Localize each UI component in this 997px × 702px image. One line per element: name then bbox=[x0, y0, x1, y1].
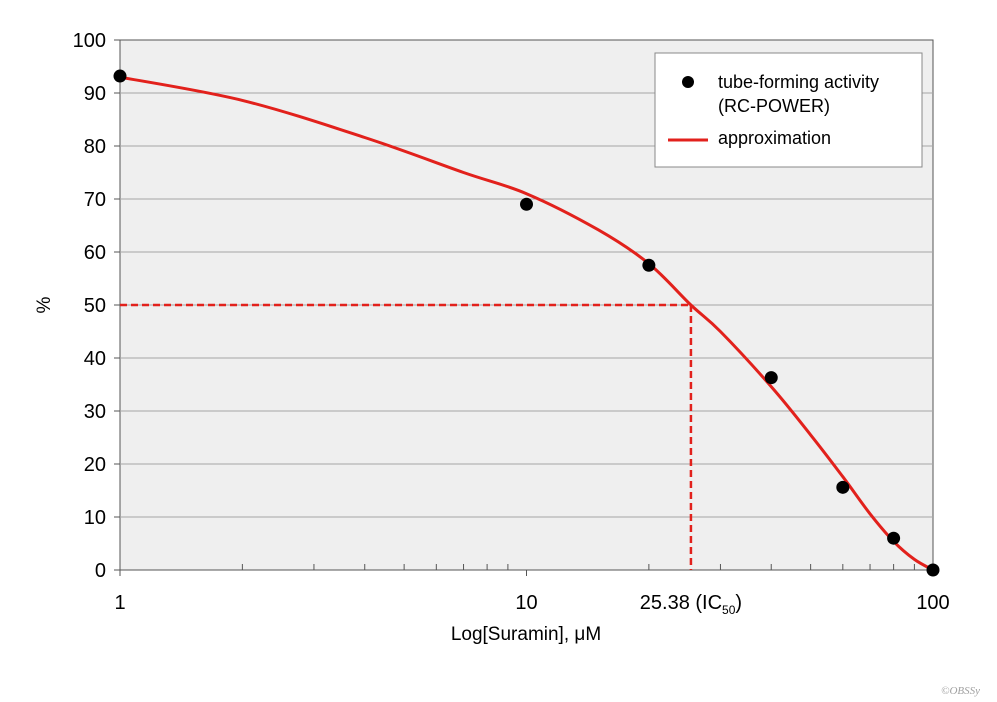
y-tick-label-80: 80 bbox=[84, 136, 106, 158]
data-point-5 bbox=[887, 531, 901, 545]
y-tick-label-90: 90 bbox=[84, 83, 106, 105]
ic50-label-subscript: 50 bbox=[722, 603, 736, 617]
legend-label-rc-power: (RC-POWER) bbox=[718, 96, 830, 116]
x-minor-ticks bbox=[241, 564, 915, 570]
x-axis: 1 10 100 bbox=[114, 570, 950, 614]
y-tick-label-50: 50 bbox=[84, 295, 106, 317]
legend-marker-tube-forming bbox=[682, 76, 694, 88]
legend-label-tube-forming: tube-forming activity bbox=[718, 72, 879, 92]
y-tick-label-70: 70 bbox=[84, 189, 106, 211]
y-tick-label-20: 20 bbox=[84, 454, 106, 476]
data-point-3 bbox=[764, 371, 778, 385]
approximation-curve bbox=[119, 75, 934, 572]
ic50-tick-label: 25.38 (IC50) bbox=[640, 592, 742, 617]
legend-label-approximation: approximation bbox=[718, 128, 831, 148]
legend: tube-forming activity (RC-POWER) approxi… bbox=[654, 52, 923, 168]
y-tick-label-0: 0 bbox=[95, 560, 106, 582]
y-tick-label-100: 100 bbox=[73, 30, 106, 52]
y-tick-label-40: 40 bbox=[84, 348, 106, 370]
data-point-6 bbox=[926, 563, 940, 577]
data-points bbox=[113, 69, 940, 577]
ic50-label-end: ) bbox=[735, 592, 742, 614]
x-axis-title: Log[Suramin], μM bbox=[451, 624, 601, 645]
x-tick-label-1: 1 bbox=[114, 592, 125, 614]
legend-box bbox=[654, 52, 923, 168]
data-point-4 bbox=[836, 480, 850, 494]
y-tick-label-60: 60 bbox=[84, 242, 106, 264]
watermark: ©OBSSy bbox=[941, 685, 980, 697]
y-axis: 0 10 20 30 40 50 60 70 80 90 100 bbox=[73, 30, 120, 582]
y-tick-label-30: 30 bbox=[84, 401, 106, 423]
data-point-1 bbox=[520, 197, 533, 211]
ic50-guides bbox=[120, 303, 693, 570]
y-tick-label-10: 10 bbox=[84, 507, 106, 529]
y-axis-title: % bbox=[34, 296, 55, 313]
x-tick-label-100: 100 bbox=[916, 592, 949, 614]
data-point-0 bbox=[113, 69, 127, 83]
ic50-label-main: 25.38 (IC bbox=[640, 592, 722, 614]
x-tick-label-10: 10 bbox=[515, 592, 537, 614]
data-point-2 bbox=[642, 258, 656, 272]
